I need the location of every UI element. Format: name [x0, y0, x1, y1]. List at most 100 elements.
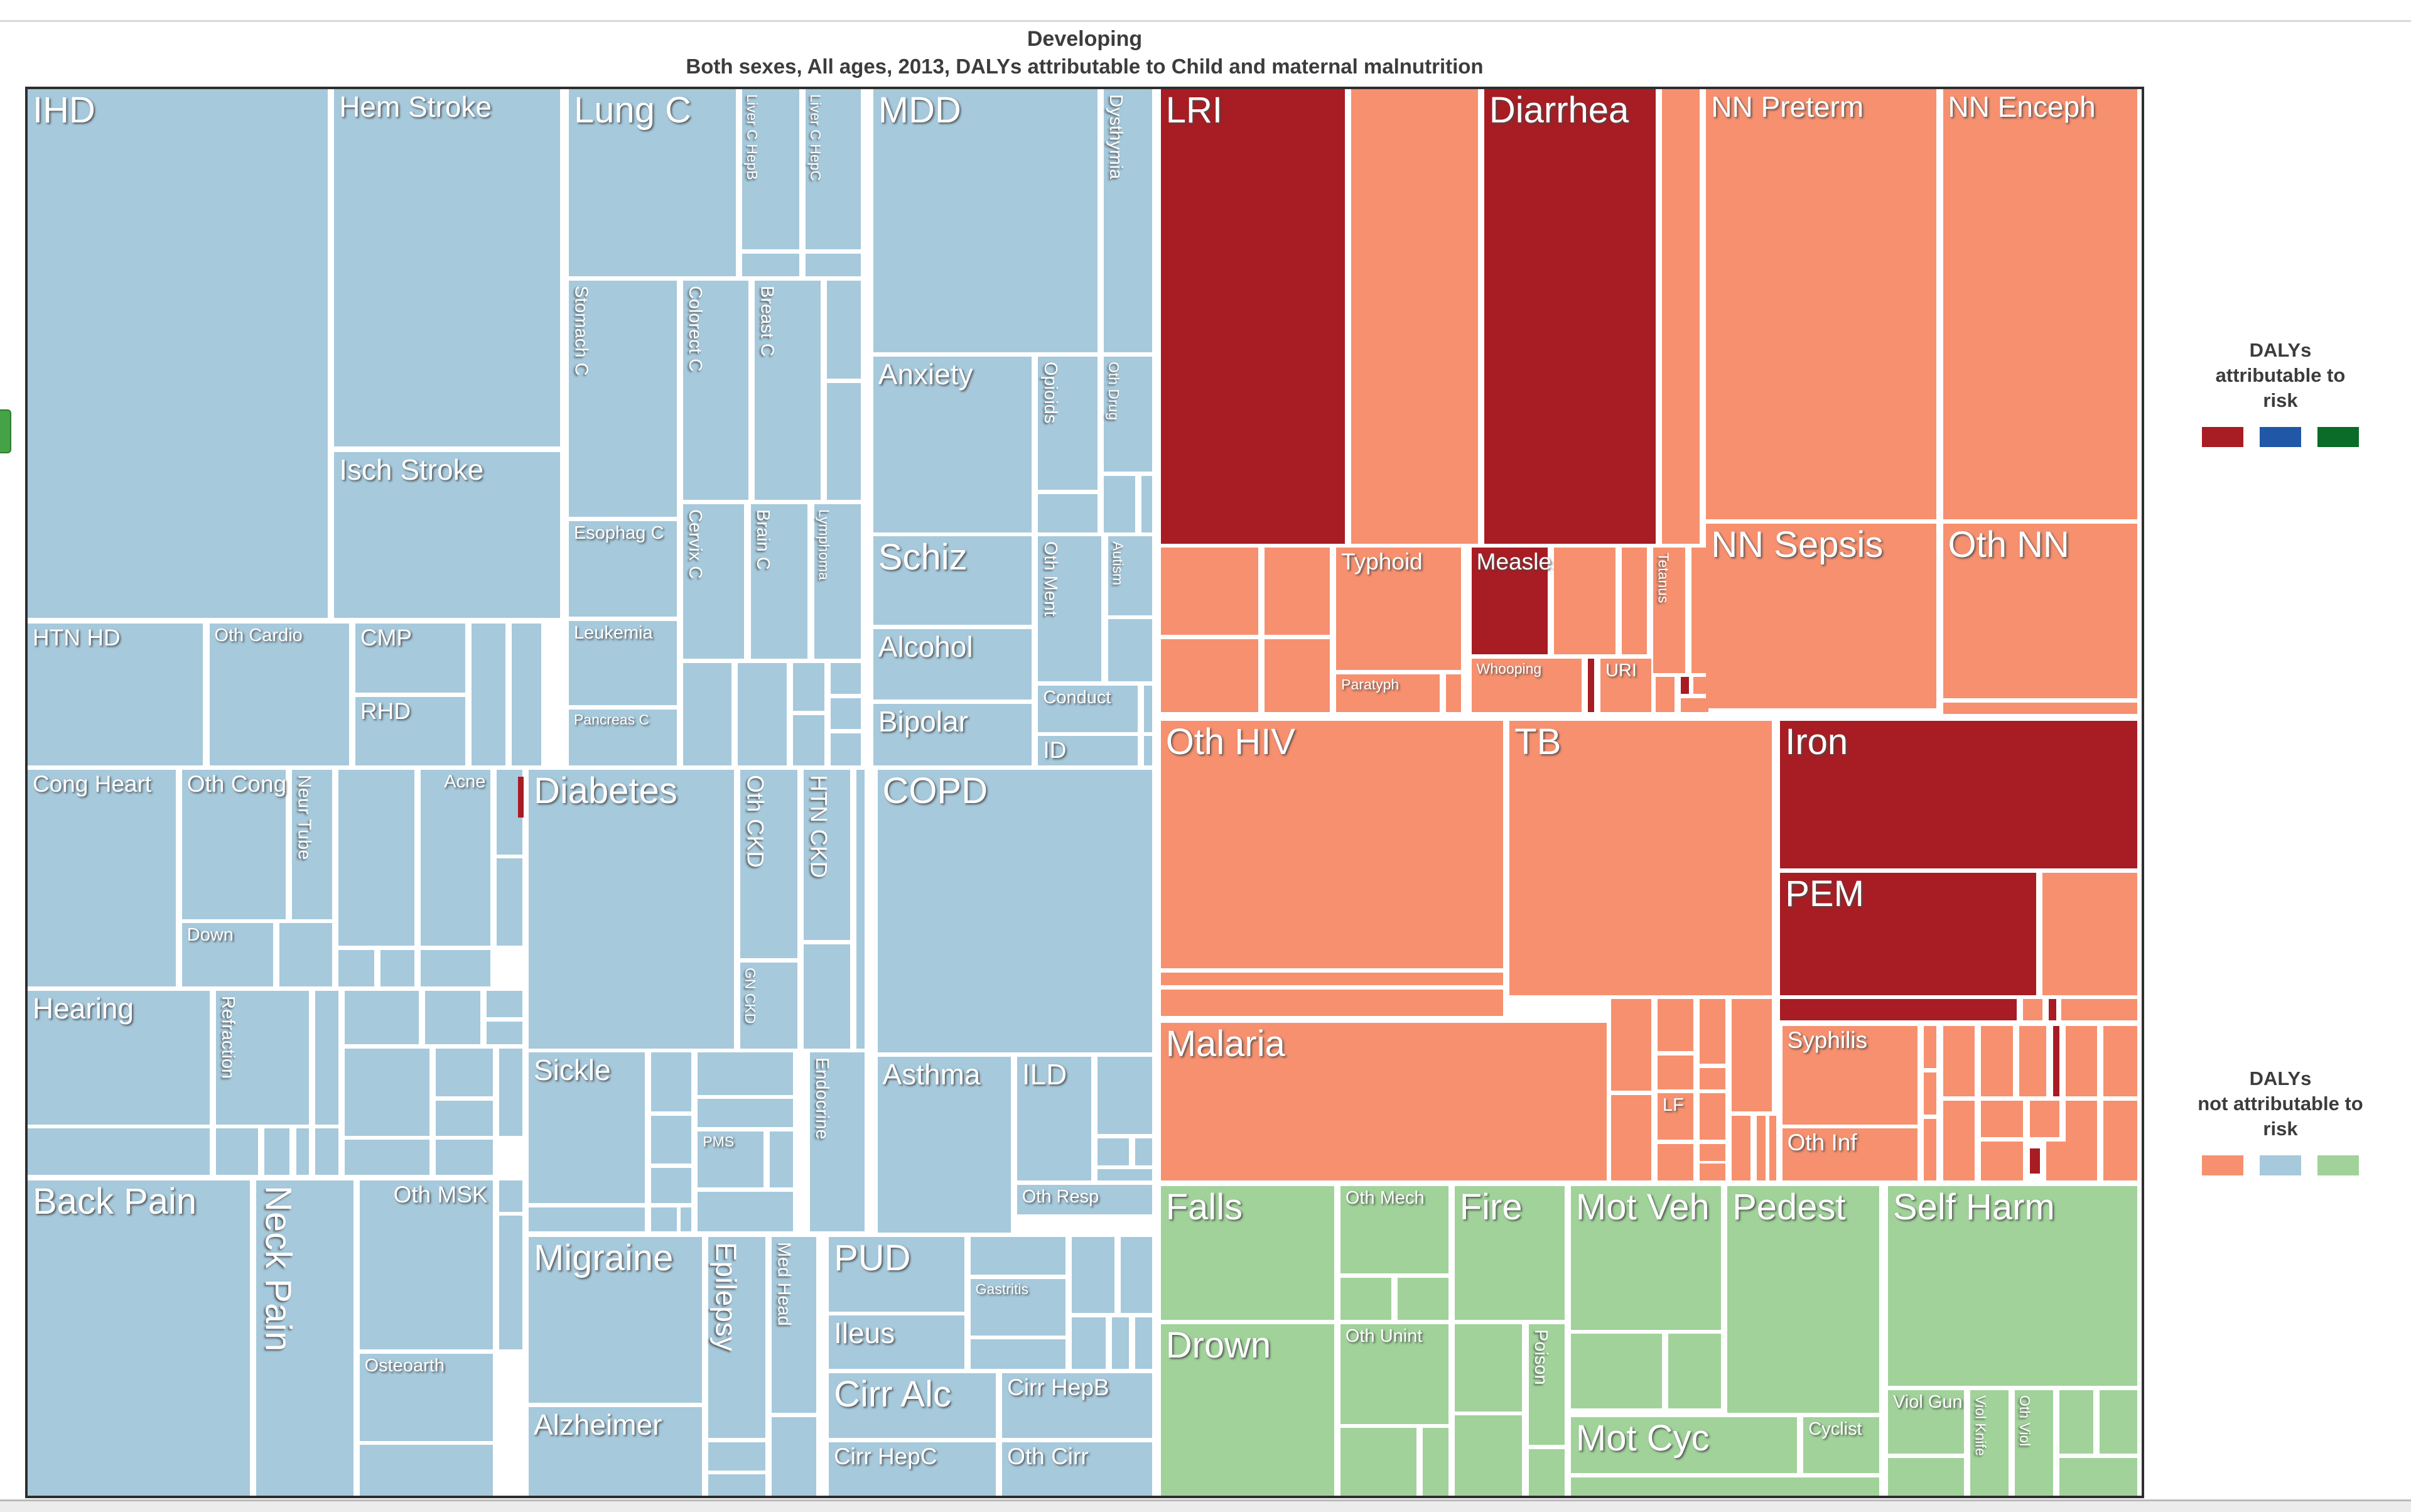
cell-gn-ckd[interactable]: GN CKD: [740, 963, 797, 1049]
cell-neck-pain[interactable]: Neck Pain: [256, 1180, 353, 1496]
cell-filler[interactable]: [1610, 999, 1651, 1091]
cell-filler[interactable]: [1038, 494, 1098, 532]
cell-stomach-c[interactable]: Stomach C: [568, 280, 677, 517]
cell-filler[interactable]: [826, 280, 861, 379]
cell-pedest[interactable]: Pedest: [1727, 1186, 1880, 1413]
cell-typhoid[interactable]: Typhoid: [1336, 548, 1461, 671]
cell-filler[interactable]: [497, 858, 522, 946]
cell-filler[interactable]: [1160, 972, 1504, 985]
cell-gastritis[interactable]: Gastritis: [970, 1279, 1066, 1336]
cell-pms[interactable]: PMS: [698, 1131, 763, 1188]
cell-filler[interactable]: [2042, 872, 2138, 995]
cell-filler[interactable]: [1143, 685, 1153, 732]
cell-filler[interactable]: [345, 1140, 429, 1175]
cell-filler[interactable]: [831, 662, 861, 694]
cell-oth-mech[interactable]: Oth Mech: [1340, 1186, 1448, 1274]
cell-rhd[interactable]: RHD: [355, 696, 465, 766]
cell-filler[interactable]: [1160, 989, 1504, 1017]
cell-neur-tube[interactable]: Neur Tube: [291, 770, 332, 919]
cell-filler[interactable]: [806, 254, 861, 276]
cell-oth-resp[interactable]: Oth Resp: [1017, 1184, 1153, 1214]
cell-filler[interactable]: [1423, 1428, 1448, 1496]
cell-filler[interactable]: [970, 1339, 1066, 1369]
cell-filler[interactable]: [1553, 548, 1615, 655]
cell-filler[interactable]: [772, 1417, 816, 1496]
cell-filler[interactable]: [681, 1207, 692, 1231]
cell-filler[interactable]: [1135, 1138, 1153, 1165]
cell-filler[interactable]: [831, 698, 861, 730]
cell-med-head[interactable]: Med Head: [772, 1236, 816, 1413]
cell-filler[interactable]: [856, 770, 865, 1049]
side-panel-handle[interactable]: [0, 409, 11, 453]
cell-filler[interactable]: [738, 662, 787, 766]
cell-filler[interactable]: [1103, 476, 1136, 532]
cell-lung-c[interactable]: Lung C: [568, 89, 736, 276]
cell-filler[interactable]: [1700, 1164, 1725, 1181]
cell-dysthymia[interactable]: Dysthymia: [1103, 89, 1153, 352]
cell-filler[interactable]: [1528, 1449, 1565, 1496]
cell-filler[interactable]: [264, 1128, 290, 1175]
cell-filler[interactable]: [1610, 1094, 1651, 1181]
cell-filler[interactable]: [826, 383, 861, 500]
cell-filler[interactable]: [1981, 1141, 2024, 1181]
cell-oth-unint[interactable]: Oth Unint: [1340, 1324, 1448, 1424]
cell-down[interactable]: Down: [181, 923, 273, 987]
cell-filler[interactable]: [1621, 548, 1648, 655]
cell-filler[interactable]: [359, 1445, 493, 1496]
cell-filler[interactable]: [742, 254, 799, 276]
cell-htn-hd[interactable]: HTN HD: [28, 624, 203, 766]
cell-filler[interactable]: [708, 1442, 766, 1471]
cell-filler[interactable]: [1097, 1169, 1153, 1181]
cell-filler[interactable]: [1351, 89, 1478, 544]
cell-breast-c[interactable]: Breast C: [755, 280, 821, 500]
cell-nn-preterm[interactable]: NN Preterm: [1706, 89, 1937, 520]
cell-drown[interactable]: Drown: [1160, 1324, 1334, 1496]
cell-migraine[interactable]: Migraine: [528, 1236, 703, 1403]
cell-filler[interactable]: [2059, 1457, 2138, 1496]
cell-filler[interactable]: [792, 715, 825, 766]
cell-viol-gun[interactable]: Viol Gun: [1887, 1390, 1965, 1454]
cell-filler[interactable]: [2061, 999, 2138, 1020]
cell-filler[interactable]: [1924, 1025, 1937, 1069]
cell-filler[interactable]: [215, 1128, 258, 1175]
cell-oth-ment[interactable]: Oth Ment: [1038, 536, 1102, 682]
cell-pem[interactable]: PEM: [1780, 872, 2036, 995]
cell-filler[interactable]: [2059, 1390, 2093, 1454]
cell-filler[interactable]: [1657, 1144, 1694, 1181]
cell-filler[interactable]: [1264, 639, 1330, 713]
cell-oth-cong[interactable]: Oth Cong: [181, 770, 286, 919]
cell-filler[interactable]: [2029, 1100, 2059, 1137]
cell-filler[interactable]: [1160, 639, 1258, 713]
cell-filler[interactable]: [1108, 619, 1153, 682]
cell-filler[interactable]: [1446, 674, 1461, 713]
cell-htn-ckd[interactable]: HTN CKD: [803, 770, 850, 941]
cell-back-pain[interactable]: Back Pain: [28, 1180, 250, 1496]
cell-id[interactable]: ID: [1038, 736, 1138, 766]
cell-pancreas-c[interactable]: Pancreas C: [568, 709, 677, 766]
cell-filler[interactable]: [497, 770, 522, 855]
cell-filler[interactable]: [698, 1192, 793, 1231]
cell-liver-c-hepb[interactable]: Liver C HepB: [742, 89, 799, 250]
cell-filler[interactable]: [1731, 999, 1772, 1112]
cell-filler[interactable]: [1924, 1072, 1937, 1115]
cell-filler[interactable]: [1731, 1116, 1751, 1181]
cell-filler[interactable]: [435, 1048, 493, 1096]
cell-filler[interactable]: [651, 1052, 692, 1112]
cell-epilepsy[interactable]: Epilepsy: [708, 1236, 766, 1439]
cell-filler[interactable]: [1454, 1415, 1523, 1496]
cell-acne[interactable]: Acne: [421, 770, 491, 946]
cell-syphilis[interactable]: Syphilis: [1782, 1025, 1918, 1125]
cell-filler[interactable]: [1700, 1068, 1725, 1089]
cell-sickle[interactable]: Sickle: [528, 1052, 645, 1204]
cell-mdd[interactable]: MDD: [873, 89, 1098, 352]
cell-filler[interactable]: [2103, 1100, 2138, 1181]
cell-filler[interactable]: [2065, 1100, 2098, 1181]
cell-filler[interactable]: [2029, 1148, 2041, 1174]
cell-filler[interactable]: [1887, 1457, 1965, 1496]
cell-cirr-hepc[interactable]: Cirr HepC: [829, 1442, 996, 1496]
cell-oth-msk[interactable]: Oth MSK: [359, 1180, 493, 1350]
cell-alcohol[interactable]: Alcohol: [873, 629, 1032, 700]
cell-filler[interactable]: [2065, 1025, 2098, 1096]
cell-uri[interactable]: URI: [1600, 659, 1651, 713]
cell-filler[interactable]: [769, 1131, 793, 1188]
